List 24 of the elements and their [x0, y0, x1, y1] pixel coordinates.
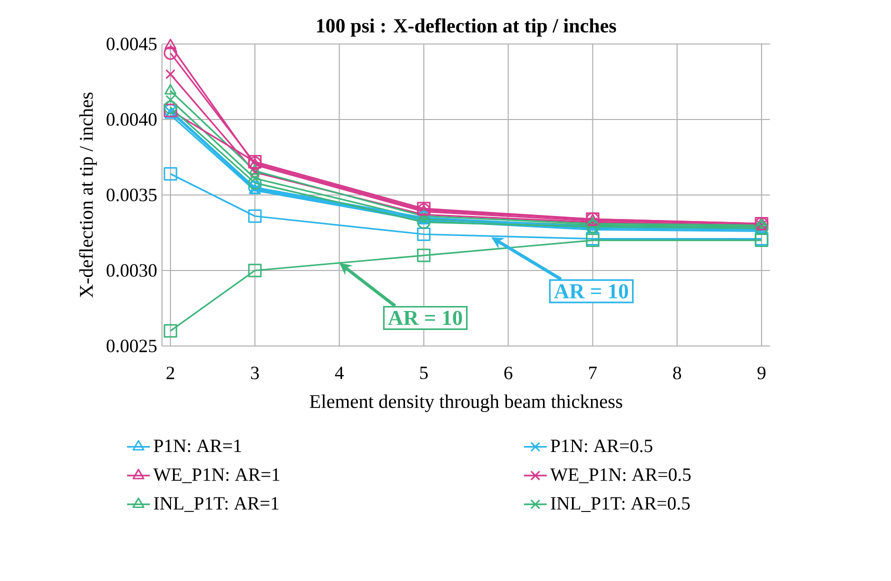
x-tick-label: 3	[251, 366, 259, 380]
legend-label: WE_P1N: AR=0.5	[550, 468, 691, 484]
x-tick-label: 2	[166, 366, 174, 380]
x-tick-label: 5	[420, 366, 428, 380]
legend-label: P1N: AR=0.5	[550, 440, 652, 452]
legend-label: P1N: AR=1	[154, 440, 241, 452]
y-tick-label: 0.0040	[106, 113, 157, 126]
x-tick-label: 4	[335, 366, 344, 379]
y-tick-label: 0.0035	[106, 188, 157, 202]
chart-title: 100 psi : X-deflection at tip / inches	[317, 18, 616, 37]
y-tick-label: 0.0025	[106, 340, 157, 352]
x-tick-label: 8	[673, 366, 682, 380]
x-tick-label: 7	[589, 366, 597, 379]
y-tick-label: 0.0045	[106, 38, 157, 50]
y-axis-title: X-deflection at tip / inches	[79, 92, 97, 298]
x-tick-label: 9	[758, 366, 766, 380]
annotation: AR = 10	[554, 284, 628, 298]
legend-label: INL_P1T: AR=0.5	[550, 497, 690, 512]
x-tick-label: 6	[504, 366, 512, 380]
y-tick-label: 0.0030	[106, 264, 157, 277]
legend-label: INL_P1T: AR=1	[154, 497, 278, 512]
x-axis-title: Element density through beam thickness	[310, 394, 622, 412]
legend-label: WE_P1N: AR=1	[153, 468, 280, 484]
annotation: AR = 10	[388, 310, 462, 326]
